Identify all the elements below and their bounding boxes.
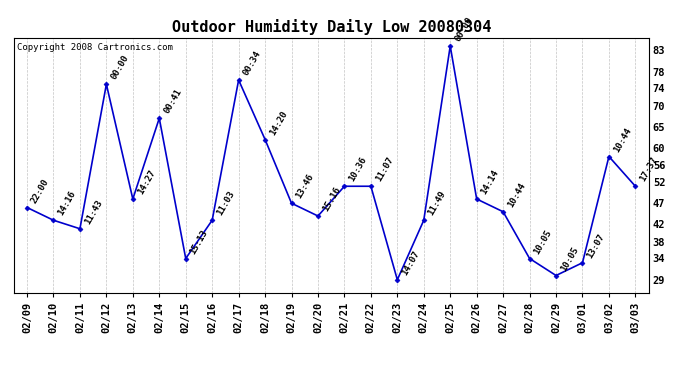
Text: 17:37: 17:37 [638,156,660,183]
Text: 13:07: 13:07 [585,232,607,260]
Text: 10:05: 10:05 [559,245,580,273]
Text: 14:27: 14:27 [136,168,157,196]
Text: 14:16: 14:16 [57,190,77,217]
Text: 00:41: 00:41 [162,88,184,116]
Text: 15:13: 15:13 [188,228,210,256]
Text: 10:36: 10:36 [347,156,368,183]
Text: 10:05: 10:05 [533,228,553,256]
Text: 13:46: 13:46 [295,173,315,201]
Text: 11:03: 11:03 [215,190,236,217]
Text: 11:49: 11:49 [426,190,448,217]
Text: 11:07: 11:07 [374,156,395,183]
Text: 00:34: 00:34 [241,50,263,77]
Text: Copyright 2008 Cartronics.com: Copyright 2008 Cartronics.com [17,43,173,52]
Text: 10:44: 10:44 [506,181,527,209]
Text: 15:16: 15:16 [321,186,342,213]
Text: 11:43: 11:43 [83,198,104,226]
Text: 00:00: 00:00 [109,54,130,81]
Text: 14:14: 14:14 [480,168,501,196]
Text: 10:44: 10:44 [612,126,633,154]
Text: 00:00: 00:00 [453,15,474,43]
Text: 22:00: 22:00 [30,177,51,205]
Title: Outdoor Humidity Daily Low 20080304: Outdoor Humidity Daily Low 20080304 [172,19,491,35]
Text: 14:20: 14:20 [268,109,289,137]
Text: 14:07: 14:07 [400,249,422,277]
